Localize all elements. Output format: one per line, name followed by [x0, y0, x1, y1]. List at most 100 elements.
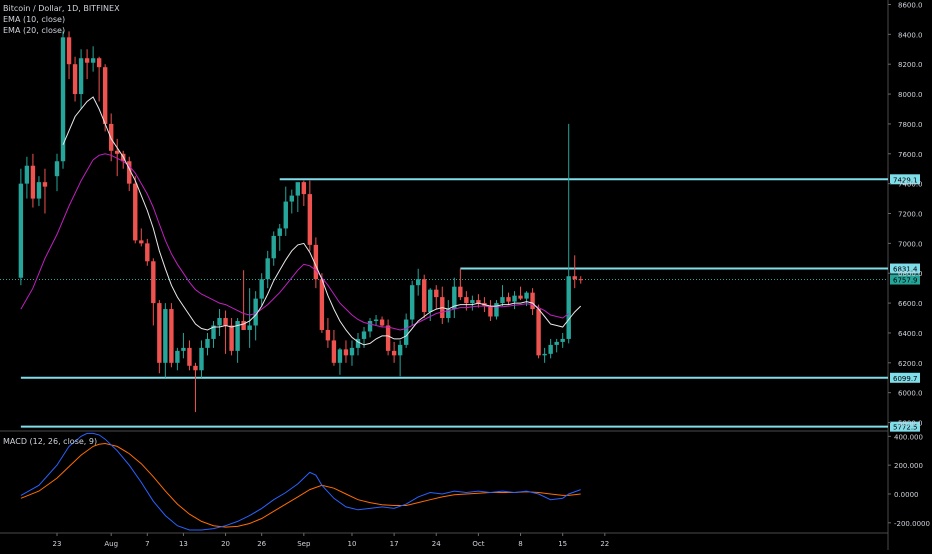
candle-body[interactable]: [102, 67, 108, 124]
candle-body[interactable]: [512, 295, 517, 302]
candle-body[interactable]: [90, 58, 96, 63]
candle-body[interactable]: [385, 325, 391, 351]
candle-body[interactable]: [42, 182, 48, 187]
time-tick-label: 22: [600, 540, 609, 548]
candle-body[interactable]: [349, 347, 355, 356]
candle-body[interactable]: [506, 297, 511, 302]
candle-body[interactable]: [572, 276, 577, 280]
candle-body[interactable]: [464, 297, 469, 304]
candle-body[interactable]: [24, 165, 30, 184]
candle-body[interactable]: [247, 325, 252, 330]
candle-body[interactable]: [253, 298, 258, 326]
candle-body[interactable]: [181, 347, 186, 351]
candle-body[interactable]: [391, 350, 397, 356]
candle-body[interactable]: [108, 123, 114, 151]
candle-body[interactable]: [536, 309, 541, 356]
candle-body[interactable]: [361, 331, 367, 339]
candle-body[interactable]: [325, 329, 331, 341]
candle-body[interactable]: [115, 150, 120, 154]
level-label-box: [890, 421, 920, 432]
candle-body[interactable]: [265, 258, 270, 280]
candle-body[interactable]: [139, 240, 144, 244]
candle-body[interactable]: [379, 319, 385, 326]
candle-body[interactable]: [283, 201, 288, 229]
candle-body[interactable]: [217, 318, 222, 326]
candle-body[interactable]: [331, 340, 337, 363]
candle-body[interactable]: [397, 344, 403, 356]
candle-body[interactable]: [518, 295, 523, 299]
candle-body[interactable]: [277, 228, 282, 236]
candle-body[interactable]: [199, 347, 204, 371]
price-tick-label: 6600.0: [898, 300, 923, 308]
candle-body[interactable]: [367, 321, 373, 332]
candle-body[interactable]: [554, 341, 559, 345]
candle-body[interactable]: [500, 297, 505, 304]
candle-body[interactable]: [229, 325, 234, 351]
candle-body[interactable]: [295, 182, 300, 196]
candle-body[interactable]: [18, 183, 24, 278]
candle-body[interactable]: [205, 338, 210, 348]
candle-body[interactable]: [488, 306, 493, 317]
candle-body[interactable]: [96, 58, 102, 68]
candle-body[interactable]: [337, 349, 343, 363]
candle-body[interactable]: [301, 182, 307, 195]
candle-body[interactable]: [446, 309, 451, 319]
candle-body[interactable]: [235, 321, 240, 351]
candle-body[interactable]: [36, 182, 42, 199]
candle-body[interactable]: [542, 353, 547, 356]
time-tick-label: Oct: [472, 540, 484, 548]
price-tick-label: 8600.0: [898, 1, 923, 9]
candle-body[interactable]: [145, 243, 150, 262]
candle-body[interactable]: [193, 365, 198, 371]
candle-body[interactable]: [319, 279, 325, 330]
candle-body[interactable]: [548, 344, 553, 354]
candle-body[interactable]: [211, 325, 216, 339]
candle-body[interactable]: [187, 347, 192, 366]
candle-body[interactable]: [60, 37, 66, 162]
candle-body[interactable]: [271, 235, 276, 259]
candle-body[interactable]: [157, 303, 162, 363]
candle-body[interactable]: [133, 183, 138, 241]
candle-body[interactable]: [78, 58, 84, 95]
last-price-box: [890, 274, 920, 285]
candle-body[interactable]: [458, 286, 463, 298]
candle-body[interactable]: [428, 289, 433, 313]
price-tick-label: 6800.0: [898, 270, 923, 278]
candle-body[interactable]: [30, 165, 36, 199]
candle-body[interactable]: [403, 319, 409, 345]
candle-body[interactable]: [66, 37, 72, 65]
candle-body[interactable]: [84, 58, 90, 63]
candle-body[interactable]: [259, 279, 264, 299]
candle-body[interactable]: [163, 309, 168, 363]
candle-body[interactable]: [530, 292, 535, 310]
candle-body[interactable]: [175, 350, 180, 363]
candle-body[interactable]: [416, 279, 421, 286]
candle-body[interactable]: [373, 319, 379, 322]
candle-body[interactable]: [355, 338, 361, 348]
candle-body[interactable]: [524, 292, 529, 299]
candle-body[interactable]: [151, 261, 156, 304]
time-tick-label: 7: [145, 540, 149, 548]
candle-body[interactable]: [560, 338, 565, 342]
candle-body[interactable]: [452, 286, 457, 310]
candle-body[interactable]: [307, 194, 313, 245]
candle-body[interactable]: [289, 195, 294, 202]
candle-body[interactable]: [313, 244, 319, 280]
candle-body[interactable]: [72, 64, 78, 95]
candle-body[interactable]: [127, 161, 132, 184]
candle-body[interactable]: [223, 318, 228, 326]
candle-body[interactable]: [409, 285, 415, 320]
candle-body[interactable]: [343, 349, 349, 356]
candle-body[interactable]: [566, 276, 571, 339]
candle-body[interactable]: [422, 279, 427, 313]
candle-body[interactable]: [578, 279, 583, 281]
candle-body[interactable]: [169, 309, 174, 363]
candle-body[interactable]: [241, 321, 246, 330]
candle-body[interactable]: [470, 300, 475, 304]
candle-body[interactable]: [54, 161, 60, 177]
candle-body[interactable]: [476, 300, 481, 304]
candle-body[interactable]: [494, 303, 499, 317]
candle-body[interactable]: [434, 289, 439, 298]
